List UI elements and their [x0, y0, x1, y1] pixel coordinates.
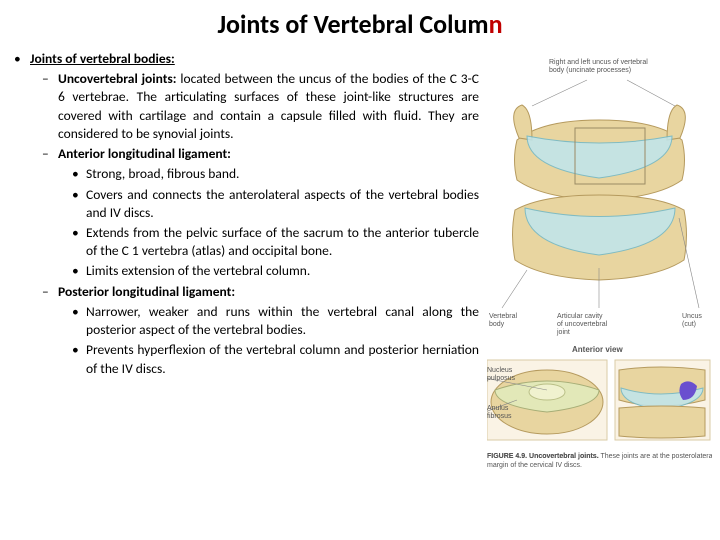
label-uncus-cut: Uncus	[682, 313, 702, 320]
title-accent: n	[489, 8, 503, 40]
posterior-pt-0: Narrower, weaker and runs within the ver…	[58, 303, 479, 339]
bullet-l1: Joints of vertebral bodies: Uncovertebra…	[14, 50, 479, 378]
svg-text:margin of the cervical IV disc: margin of the cervical IV discs.	[487, 462, 582, 469]
anatomy-figure: Right and left uncus of vertebral body (…	[487, 50, 712, 480]
page-title: Joints of Vertebral Column	[14, 8, 706, 40]
svg-text:fibrosus: fibrosus	[487, 413, 512, 420]
l1-heading: Joints of vertebral bodies:	[30, 50, 175, 67]
svg-text:body (uncinate processes): body (uncinate processes)	[549, 67, 631, 74]
uncovertebral-label: Uncovertebral joints:	[58, 70, 177, 87]
anterior-label: Anterior longitudinal ligament:	[58, 145, 231, 162]
posterior-pt-1: Prevents hyperflexion of the vertebral c…	[58, 341, 479, 377]
svg-text:Right and left uncus of verteb: Right and left uncus of vertebral	[549, 59, 648, 66]
svg-text:(cut): (cut)	[682, 321, 696, 328]
bullet-uncovertebral: Uncovertebral joints: located between th…	[30, 70, 479, 143]
figure-column: Right and left uncus of vertebral body (…	[487, 50, 712, 485]
bullet-anterior: Anterior longitudinal ligament: Strong, …	[30, 145, 479, 281]
svg-text:FIGURE 4.9. Uncovertebral join: FIGURE 4.9. Uncovertebral joints. These …	[487, 453, 712, 460]
label-anterior-view: Anterior view	[572, 345, 623, 354]
text-column: Joints of vertebral bodies: Uncovertebra…	[14, 50, 479, 485]
svg-text:pulposus: pulposus	[487, 375, 516, 382]
svg-text:body: body	[489, 321, 505, 328]
anterior-pt-0: Strong, broad, fibrous band.	[58, 165, 479, 183]
top-panel: Right and left uncus of vertebral body (…	[487, 50, 702, 354]
bottom-right-inset	[615, 360, 710, 440]
slide-root: Joints of Vertebral Column Joints of ver…	[0, 0, 720, 540]
bullet-posterior: Posterior longitudinal ligament: Narrowe…	[30, 283, 479, 378]
anterior-pt-2: Extends from the pelvic surface of the s…	[58, 224, 479, 260]
label-anulus: Anulus	[487, 405, 509, 412]
label-articular-cavity: Articular cavity	[557, 313, 603, 320]
svg-text:of uncovertebral: of uncovertebral	[557, 321, 608, 328]
body-row: Joints of vertebral bodies: Uncovertebra…	[14, 50, 706, 485]
label-vertebral-body: Vertebral	[489, 313, 517, 320]
label-nucleus: Nucleus	[487, 367, 513, 374]
title-pre: Joints of Vertebral Colum	[217, 8, 488, 40]
anterior-pt-3: Limits extension of the vertebral column…	[58, 262, 479, 280]
svg-text:joint: joint	[556, 329, 570, 336]
posterior-label: Posterior longitudinal ligament:	[58, 283, 235, 300]
anterior-pt-1: Covers and connects the anterolateral as…	[58, 186, 479, 222]
